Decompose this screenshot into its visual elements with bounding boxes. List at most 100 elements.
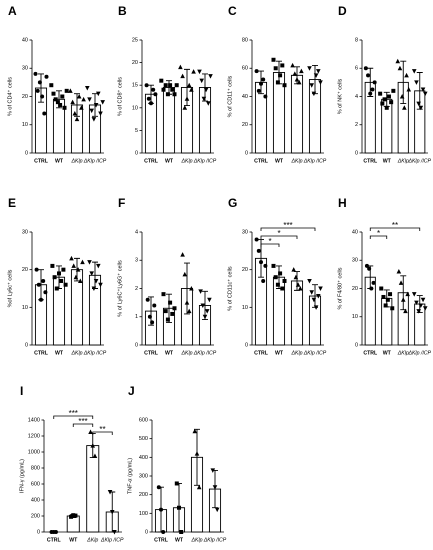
- data-point: [180, 73, 185, 79]
- data-point: [152, 303, 157, 308]
- data-point: [254, 237, 259, 242]
- significance-bracket: [72, 423, 94, 427]
- y-axis-label: % of CD4⁺ cells: [6, 77, 13, 116]
- y-tick-label: 60: [242, 66, 248, 72]
- y-tick-label: 800: [31, 465, 40, 471]
- data-point: [400, 297, 406, 302]
- significance-bracket: [260, 243, 280, 247]
- panel-label: C: [228, 4, 237, 18]
- data-point: [112, 530, 117, 535]
- y-tick-label: 10: [22, 305, 28, 311]
- data-point: [316, 294, 321, 299]
- data-point: [33, 71, 38, 76]
- data-point: [80, 259, 85, 265]
- data-point: [186, 82, 192, 88]
- data-point: [420, 87, 426, 92]
- data-point: [210, 468, 216, 473]
- x-tick-label: ΔKlp /ICP: [303, 350, 327, 356]
- data-point: [71, 263, 76, 268]
- data-point: [372, 80, 377, 85]
- significance-bracket: [260, 235, 298, 239]
- data-point: [194, 451, 200, 456]
- data-point: [291, 267, 296, 272]
- data-point: [311, 91, 317, 97]
- y-tick-label: 25: [132, 37, 138, 43]
- y-tick-label: 0: [37, 529, 40, 535]
- data-point: [422, 91, 428, 97]
- data-point: [397, 65, 403, 71]
- data-point: [57, 271, 61, 276]
- data-point: [389, 100, 394, 105]
- data-point: [390, 306, 395, 311]
- data-point: [201, 96, 207, 102]
- y-tick-label: 30: [22, 66, 28, 72]
- data-point: [189, 286, 194, 291]
- data-point: [199, 78, 204, 84]
- data-point: [74, 116, 80, 122]
- y-tick-label: 200: [139, 492, 148, 498]
- data-point: [184, 300, 190, 305]
- panel: H % of F4/80⁺ cells 0 10 20 30 40 CTRL WT ΔKlp ΔKl…: [336, 196, 431, 356]
- data-point: [92, 453, 98, 458]
- y-tick-label: 400: [31, 497, 40, 503]
- y-tick-label: 30: [242, 229, 248, 235]
- y-tick-label: 0: [245, 342, 248, 348]
- data-point: [316, 69, 321, 74]
- y-tick-label: 20: [132, 60, 138, 66]
- data-point: [44, 74, 49, 79]
- data-point: [311, 297, 317, 303]
- data-point: [380, 101, 385, 106]
- data-point: [153, 92, 158, 97]
- data-point: [280, 63, 285, 68]
- x-tick-label: ΔKlp: [181, 158, 193, 164]
- y-tick-label: 0: [355, 342, 358, 348]
- panel: D % of NK⁺ cells 0 2 4 6 8 CTRL WT ΔKlp ΔKlp /ICP: [336, 4, 431, 164]
- data-point: [363, 66, 368, 71]
- data-point: [206, 101, 211, 106]
- y-tick-label: 400: [139, 455, 148, 461]
- data-point: [282, 278, 287, 283]
- data-point: [178, 64, 183, 70]
- data-point: [196, 484, 202, 490]
- data-point: [109, 510, 115, 515]
- data-point: [403, 308, 408, 314]
- y-tick-label: 20: [242, 122, 248, 128]
- data-point: [90, 443, 96, 448]
- data-point: [35, 88, 40, 93]
- x-tick-label: WT: [55, 158, 64, 164]
- data-point: [159, 507, 163, 512]
- data-point: [309, 83, 314, 88]
- y-tick-label: 1: [135, 314, 138, 320]
- panel-label: H: [338, 196, 347, 210]
- data-point: [212, 485, 218, 490]
- data-point: [172, 92, 177, 97]
- y-tick-label: 40: [352, 229, 358, 235]
- data-point: [256, 248, 261, 253]
- x-tick-label: ΔKlp /ICP: [303, 158, 327, 164]
- data-point: [261, 278, 266, 283]
- data-point: [369, 286, 374, 291]
- y-tick-label: 2: [135, 286, 138, 292]
- data-point: [307, 66, 312, 71]
- x-tick-label: ΔKlp /ICP: [193, 350, 217, 356]
- data-point: [41, 278, 46, 283]
- data-point: [182, 105, 188, 110]
- panel-label: J: [128, 384, 135, 398]
- y-tick-label: 0: [25, 150, 28, 156]
- data-point: [290, 62, 295, 68]
- y-tick-label: 10: [22, 122, 28, 128]
- x-tick-label: ΔKlp /ICP: [203, 537, 227, 543]
- y-tick-label: 100: [139, 511, 148, 517]
- data-point: [367, 266, 372, 271]
- data-point: [293, 274, 299, 280]
- data-point: [382, 97, 387, 102]
- x-tick-label: WT: [383, 158, 392, 164]
- data-point: [391, 88, 396, 93]
- x-tick-label: ΔKlp: [397, 158, 409, 164]
- data-point: [78, 278, 83, 283]
- bar: [162, 87, 176, 154]
- panel: I IFN-γ (pg/mL) 0 200 400 600 800 1000 1200 1400 C…: [19, 384, 124, 543]
- data-point: [36, 282, 41, 287]
- data-point: [100, 100, 105, 105]
- data-point: [93, 102, 99, 108]
